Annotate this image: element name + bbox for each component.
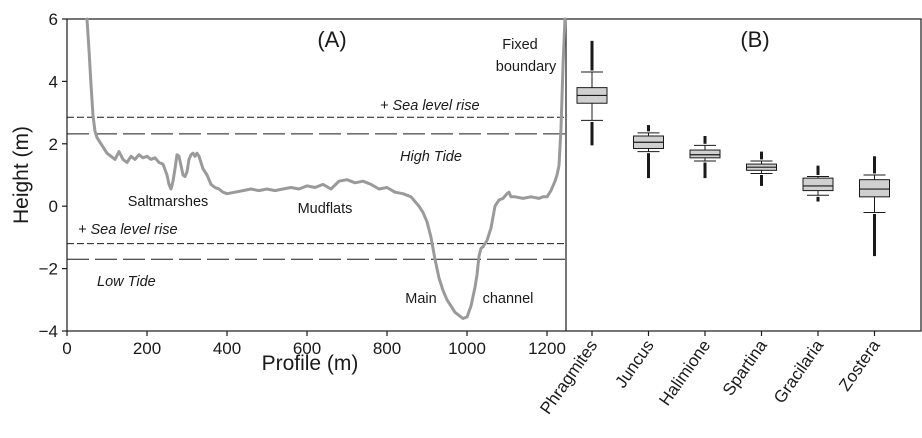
mudflats-label: Mudflats <box>298 201 353 217</box>
category-label-Gracilaria: Gracilaria <box>770 336 828 407</box>
y-tick-label: 4 <box>49 72 58 91</box>
box-Gracilaria <box>802 177 834 192</box>
category-label-Spartina: Spartina <box>719 336 771 399</box>
main-label: Main <box>405 291 436 307</box>
x-tick-label: 1000 <box>448 339 486 358</box>
fixed-boundary-label-line1: Fixed <box>502 37 537 53</box>
category-label-Zostera: Zostera <box>835 336 884 395</box>
box-Zostera <box>859 179 890 198</box>
x-tick-label: 400 <box>213 339 241 358</box>
y-tick-label: 0 <box>49 197 58 216</box>
box-Halimione <box>689 149 721 159</box>
category-label-Juncus: Juncus <box>611 336 657 391</box>
fixed-boundary-label-line2: boundary <box>496 59 557 75</box>
high-tide-label: High Tide <box>400 149 462 165</box>
x-tick-label: 800 <box>373 339 401 358</box>
y-tick-label: 2 <box>49 135 58 154</box>
sea-level-rise-high-label: + Sea level rise <box>380 98 480 114</box>
sea-level-rise-low-label: + Sea level rise <box>78 222 178 238</box>
x-tick-label: 200 <box>133 339 161 358</box>
x-axis-title: Profile (m) <box>262 352 359 375</box>
panel-label-a: (A) <box>317 27 346 52</box>
low-tide-label: Low Tide <box>97 274 156 290</box>
x-tick-label: 1200 <box>528 339 566 358</box>
x-tick-label: 0 <box>62 339 71 358</box>
channel-label: channel <box>483 291 534 307</box>
profile-line <box>85 17 567 320</box>
y-axis-title: Height (m) <box>10 126 33 224</box>
x-tick-label: 600 <box>293 339 321 358</box>
y-tick-label: 6 <box>49 10 58 29</box>
y-tick-label: −4 <box>39 322 58 341</box>
y-tick-label: −2 <box>39 260 58 279</box>
category-label-Halimione: Halimione <box>655 336 714 409</box>
plot-frame <box>66 18 922 332</box>
panel-label-b: (B) <box>740 27 769 52</box>
saltmarshes-label: Saltmarshes <box>128 194 209 210</box>
